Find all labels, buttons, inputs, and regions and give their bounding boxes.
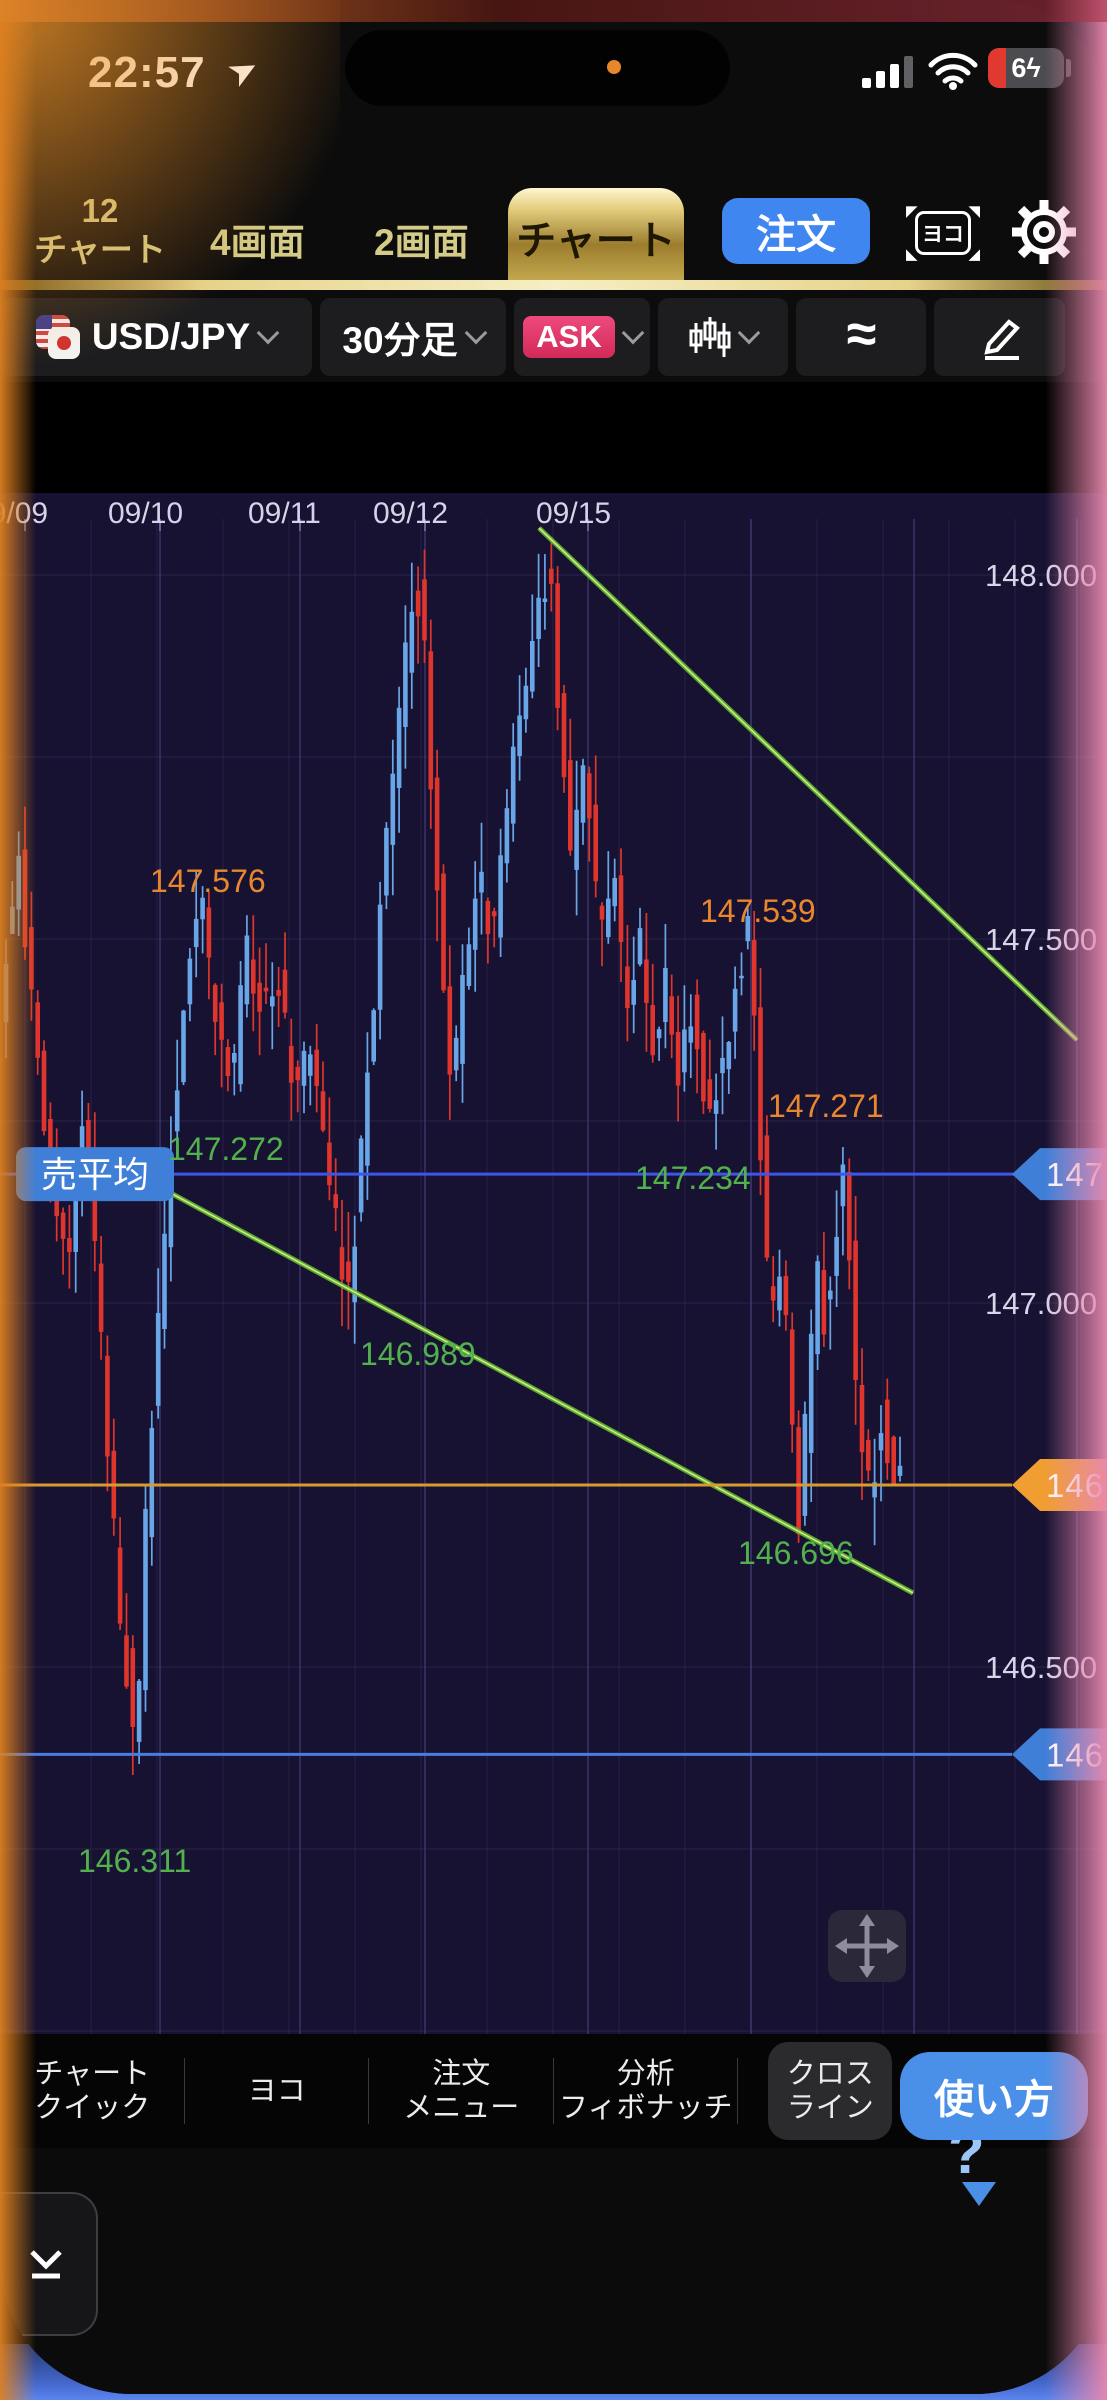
location-arrow-icon: ➤ — [219, 45, 266, 96]
candlestick-icon — [689, 317, 731, 357]
chevron-down-icon — [621, 321, 645, 345]
toolbar-item-2[interactable]: ヨコ — [185, 2034, 370, 2148]
landscape-mode-icon[interactable]: ◤ ◥ ◣ ◢ ヨコ — [906, 204, 980, 262]
pan-move-icon — [828, 1910, 906, 1982]
collapse-nav-button[interactable] — [0, 2192, 98, 2336]
swing-annotation: 147.234 — [635, 1160, 751, 1196]
toolbar-item-4[interactable]: 分析 フィボナッチ — [554, 2034, 739, 2148]
chart-toolbar: USD/JPY 30分足 ASK ≈ — [0, 298, 1107, 378]
toolbar-item-label: 注文 メニュー — [403, 2057, 520, 2124]
svg-text:146.750: 146.750 — [1046, 1467, 1107, 1504]
corner-mark: ◣ — [906, 246, 918, 263]
indicator-button[interactable]: ≈ — [796, 298, 926, 376]
chevron-down-icon — [464, 321, 487, 345]
collapse-chevron-icon — [30, 2250, 62, 2279]
swing-annotation: 147.272 — [168, 1131, 284, 1167]
svg-text:売平均: 売平均 — [41, 1154, 149, 1195]
battery-nub — [1066, 59, 1071, 77]
ask-badge: ASK — [523, 316, 615, 358]
charging-bolt-icon: ϟ — [1026, 52, 1041, 83]
corner-mark: ◢ — [968, 246, 980, 263]
price-badge-147.177: 147.177 — [1012, 1148, 1107, 1201]
help-bubble-tail — [962, 2182, 996, 2206]
help-bubble-button[interactable]: 使い方 — [900, 2052, 1088, 2140]
ohlc-panel: 2025/09/16 22:30 ASK O:146.906 H:146.917… — [0, 382, 1107, 863]
pair-selector[interactable]: USD/JPY — [0, 298, 312, 376]
tab-2screen[interactable]: 2画面 — [374, 222, 469, 263]
price-axis-label: 147.000 — [985, 1286, 1097, 1321]
candlestick-chart[interactable]: 147.177 146.750 146.380 売平均 148.000 147.500 14… — [0, 493, 1107, 2034]
pair-label: USD/JPY — [91, 316, 251, 357]
usdjpy-flags-icon — [35, 315, 82, 359]
corner-mark: ◥ — [968, 203, 980, 220]
draw-button[interactable] — [934, 298, 1065, 376]
tab-12chart[interactable]: 12 チャート — [30, 192, 170, 270]
price-badge-146.750: 146.750 — [1012, 1459, 1107, 1511]
tab-12chart-label: チャート — [34, 230, 166, 268]
toolbar-item-5[interactable]: クロス ライン — [738, 2034, 923, 2148]
chevron-down-icon — [737, 321, 761, 345]
price-badge-146.380: 146.380 — [1012, 1728, 1107, 1781]
timeframe-label: 30分足 — [342, 320, 458, 361]
chart-type-selector[interactable] — [658, 298, 788, 376]
battery-low-fill — [988, 48, 1006, 88]
status-time: 22:57 — [88, 48, 206, 97]
swing-annotation: 146.989 — [360, 1336, 476, 1372]
pencil-icon — [983, 319, 1020, 360]
active-highlight — [768, 2042, 893, 2140]
toolbar-item-label: クロス ライン — [786, 2057, 874, 2124]
yoko-label: ヨコ — [915, 211, 971, 255]
gold-tab-underline — [0, 280, 1107, 290]
price-type-selector[interactable]: ASK — [514, 298, 650, 376]
date-axis-label: 09/15 — [536, 497, 612, 530]
chevron-down-icon — [256, 321, 280, 345]
battery-percent: 6 — [1011, 52, 1027, 83]
date-axis-label: 09/12 — [373, 497, 449, 530]
dynamic-island — [345, 30, 730, 106]
svg-text:147.177: 147.177 — [1046, 1156, 1107, 1193]
price-axis-label: 146.500 — [985, 1650, 1097, 1685]
bottom-navigation: 情報レートチャートPポジション注文一覧 — [0, 2148, 1107, 2394]
date-axis-label: 09/11 — [248, 497, 321, 530]
toolbar-item-label: チャート クイック — [34, 2057, 151, 2124]
trendline — [163, 1187, 915, 1596]
swing-annotation: 146.311 — [78, 1843, 191, 1879]
corner-mark: ◤ — [906, 203, 918, 220]
toolbar-item-label: 分析 フィボナッチ — [559, 2057, 733, 2124]
candlestick-series — [3, 537, 903, 1775]
price-axis-label: 148.000 — [985, 558, 1097, 593]
toolbar-item-label: ヨコ — [247, 2074, 306, 2107]
date-axis-label: 09/09 — [0, 497, 49, 530]
swing-annotation: 147.271 — [768, 1088, 884, 1124]
svg-text:146.380: 146.380 — [1046, 1736, 1107, 1773]
toolbar-item-3[interactable]: 注文 メニュー — [369, 2034, 554, 2148]
signal-strength-icon — [862, 56, 913, 88]
price-axis-label: 147.500 — [985, 922, 1097, 957]
sell-average-badge: 売平均 — [16, 1147, 174, 1202]
settings-gear-icon[interactable] — [1006, 194, 1082, 270]
date-axis-label: 09/10 — [108, 497, 184, 530]
tab-chart-active[interactable]: チャート — [508, 188, 684, 286]
tab-12chart-number: 12 — [81, 192, 119, 229]
wifi-icon — [928, 52, 978, 90]
swing-annotation: 147.539 — [700, 893, 816, 929]
toolbar-item-1[interactable]: チャート クイック — [0, 2034, 185, 2148]
wave-lines-icon: ≈ — [846, 304, 876, 364]
camera-indicator-dot — [607, 60, 621, 74]
timeframe-selector[interactable]: 30分足 — [320, 298, 506, 376]
tab-4screen[interactable]: 4画面 — [210, 222, 305, 263]
swing-annotation: 147.576 — [150, 863, 266, 899]
order-button[interactable]: 注文 — [722, 198, 870, 264]
swing-annotation: 146.696 — [738, 1535, 854, 1571]
trendline — [537, 526, 1079, 1042]
